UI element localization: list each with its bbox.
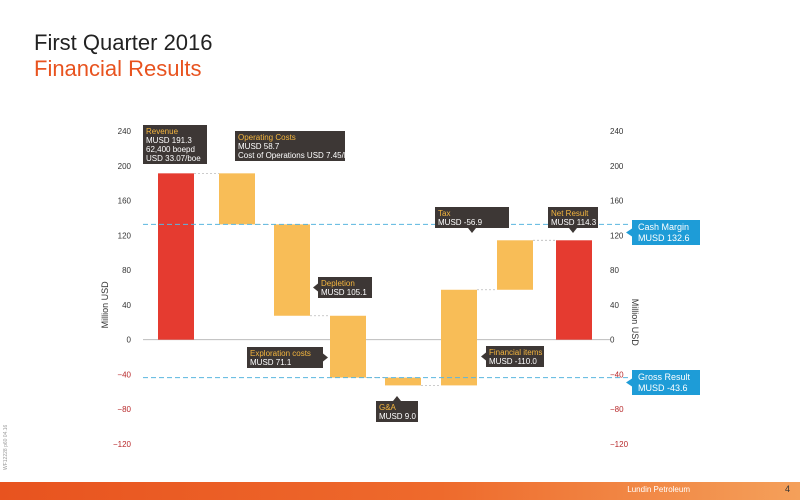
- title-block: First Quarter 2016 Financial Results: [34, 30, 213, 82]
- callout-pointer: [569, 228, 577, 233]
- waterfall-bar: [274, 224, 310, 316]
- callout-pointer: [481, 352, 486, 361]
- y-tick-left: −40: [117, 370, 131, 379]
- waterfall-bar: [219, 173, 255, 225]
- y-tick-right: 80: [610, 266, 619, 275]
- y-tick-left: 240: [118, 127, 132, 136]
- callout-pointer: [468, 228, 476, 233]
- callout-title: Exploration costs: [250, 349, 311, 358]
- y-tick-right: −40: [610, 370, 624, 379]
- y-tick-right: −120: [610, 440, 629, 449]
- y-tick-right: 200: [610, 162, 624, 171]
- callout-title: Tax: [438, 209, 450, 218]
- y-tick-left: 200: [118, 162, 132, 171]
- reference-label-box: [632, 220, 700, 245]
- callout-line: MUSD 58.7: [238, 142, 280, 151]
- reference-label-title: Gross Result: [638, 372, 691, 382]
- y-tick-left: −120: [113, 440, 132, 449]
- callout-box: [486, 346, 544, 367]
- y-axis-label-left: Million USD: [100, 281, 110, 329]
- y-tick-right: 160: [610, 197, 624, 206]
- callout-pointer: [313, 283, 318, 292]
- y-tick-left: −80: [117, 405, 131, 414]
- callout-line: Cost of Operations USD 7.45/boe: [238, 151, 358, 160]
- y-axis-label-right: Million USD: [630, 299, 640, 347]
- callout-pointer: [323, 353, 328, 362]
- y-tick-right: 120: [610, 231, 624, 240]
- y-tick-right: 0: [610, 336, 615, 345]
- y-tick-left: 80: [122, 266, 131, 275]
- y-tick-left: 120: [118, 231, 132, 240]
- side-code: WF12228 p60 04.16: [3, 424, 9, 470]
- waterfall-chart: −120 −120 −80 −80 −40 −40 0 0 40 40 80 80 120 120 160 1…: [100, 125, 700, 449]
- y-tick-left: 0: [127, 336, 132, 345]
- y-tick-left: 40: [122, 301, 131, 310]
- callout-title: Depletion: [321, 279, 355, 288]
- callout-line: MUSD 105.1: [321, 288, 367, 297]
- callout-box: [247, 347, 323, 368]
- page-title: First Quarter 2016: [34, 30, 213, 55]
- callout-title: Operating Costs: [238, 133, 296, 142]
- waterfall-bar: [556, 240, 592, 340]
- waterfall-bar: [330, 315, 366, 378]
- callout-pointer: [393, 396, 401, 401]
- callout-line: MUSD 114.3: [551, 218, 597, 227]
- callout-title: Net Result: [551, 209, 589, 218]
- footer-bar: [0, 482, 800, 500]
- callout-box: [548, 207, 598, 228]
- callout-title: Financial items: [489, 348, 542, 357]
- reference-label-title: Cash Margin: [638, 222, 689, 232]
- waterfall-bar: [385, 377, 421, 386]
- callout-line: MUSD -56.9: [438, 218, 483, 227]
- callout-line: MUSD -110.0: [489, 357, 537, 366]
- y-tick-right: 40: [610, 301, 619, 310]
- reference-label-value: MUSD -43.6: [638, 383, 688, 393]
- y-tick-right: 240: [610, 127, 624, 136]
- reference-label-box: [632, 370, 700, 395]
- footer-company: Lundin Petroleum: [627, 485, 690, 494]
- reference-label-pointer: [626, 228, 632, 237]
- callout-box: [435, 207, 509, 228]
- y-tick-right: −80: [610, 405, 624, 414]
- waterfall-bar: [158, 173, 194, 340]
- callout-line: USD 33.07/boe: [146, 154, 201, 163]
- waterfall-bar: [441, 289, 477, 386]
- callout-box: [318, 277, 372, 298]
- reference-label-value: MUSD 132.6: [638, 233, 690, 243]
- callout-line: 62,400 boepd: [146, 145, 195, 154]
- callout-line: MUSD 191.3: [146, 136, 192, 145]
- y-tick-left: 160: [118, 197, 132, 206]
- callout-box: [376, 401, 418, 422]
- callout-line: MUSD 9.0: [379, 412, 416, 421]
- reference-label-pointer: [626, 378, 632, 387]
- callout-line: MUSD 71.1: [250, 358, 292, 367]
- callout-title: Revenue: [146, 127, 179, 136]
- callout-box: [143, 125, 207, 164]
- waterfall-bar: [497, 240, 533, 290]
- page-subtitle: Financial Results: [34, 56, 202, 81]
- callout-title: G&A: [379, 403, 397, 412]
- callout-box: [235, 131, 345, 161]
- page-number: 4: [784, 484, 790, 494]
